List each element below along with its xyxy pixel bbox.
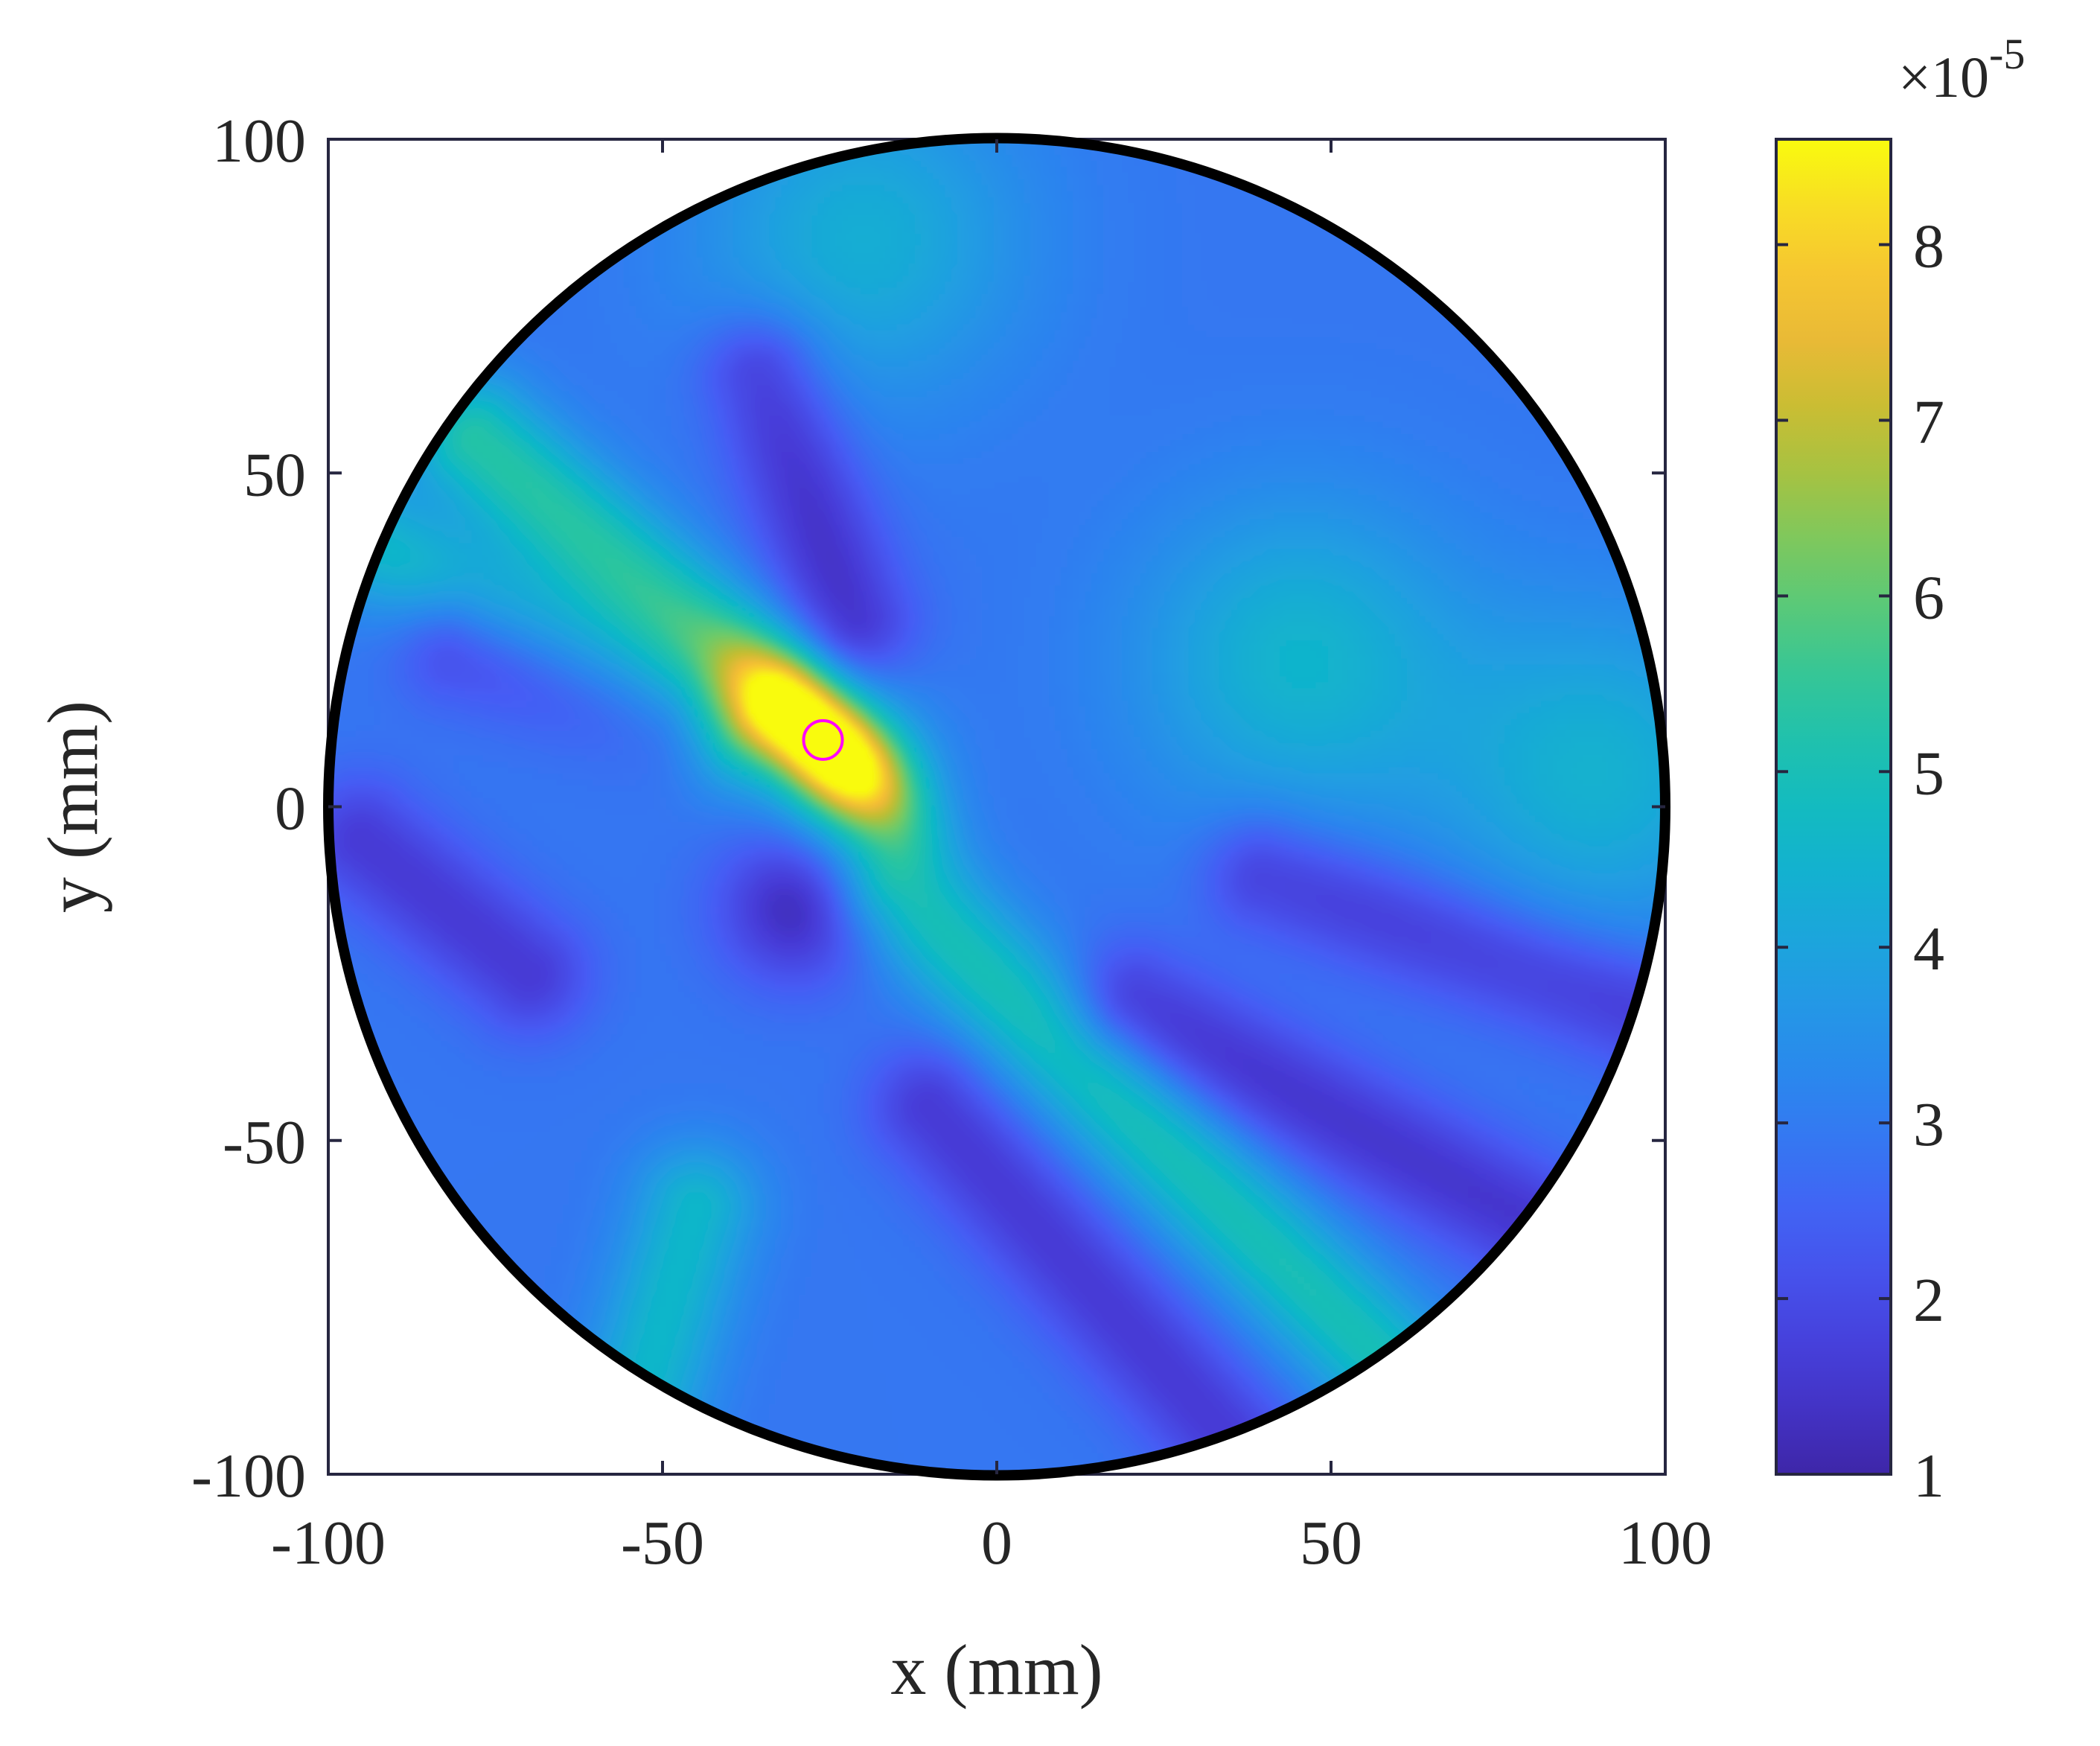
y-tick-label: 0 <box>275 774 306 844</box>
x-tick-label: 50 <box>1300 1508 1362 1578</box>
colorbar-tick-label: 2 <box>1913 1266 1944 1335</box>
x-tick-label: 100 <box>1618 1508 1712 1578</box>
peak-marker-circle <box>802 719 844 761</box>
colorbar-tick-label: 4 <box>1913 914 1944 984</box>
y-tick-label: 50 <box>243 440 306 509</box>
x-tick-label: -50 <box>621 1508 704 1578</box>
y-tick-label: 100 <box>212 106 306 176</box>
colorbar-tick-label: 6 <box>1913 563 1944 632</box>
colorbar-tick-label: 1 <box>1913 1441 1944 1511</box>
colorbar-multiplier-base: ×10 <box>1898 45 1989 109</box>
colorbar-tick-label: 3 <box>1913 1090 1944 1159</box>
y-axis-label: y (mm) <box>33 701 112 913</box>
x-axis-label: x (mm) <box>890 1630 1102 1710</box>
colorbar-ticks: 1 2 3 4 5 6 7 8 <box>1776 212 1944 1511</box>
x-tick-label: -100 <box>271 1508 386 1578</box>
colorbar-gradient <box>1775 138 1892 1476</box>
x-ticks: -100 -50 0 50 100 <box>271 139 1712 1578</box>
colorbar-tick-label: 8 <box>1913 212 1944 281</box>
colorbar-tick-label: 5 <box>1913 739 1944 808</box>
plot-area: -100 -50 0 50 100 100 50 0 -50 -100 <box>191 106 1712 1578</box>
y-tick-label: -50 <box>223 1108 306 1177</box>
y-tick-label: -100 <box>191 1441 306 1511</box>
colorbar-multiplier: ×10-5 <box>1898 30 2025 109</box>
colorbar: 1 2 3 4 5 6 7 8 ×10-5 <box>1775 30 2025 1511</box>
field-heatmap <box>328 139 1665 1474</box>
colorbar-multiplier-exponent: -5 <box>1989 30 2025 78</box>
colorbar-tick-label: 7 <box>1913 387 1944 456</box>
x-tick-label: 0 <box>981 1508 1012 1578</box>
y-ticks: 100 50 0 -50 -100 <box>191 106 1665 1511</box>
